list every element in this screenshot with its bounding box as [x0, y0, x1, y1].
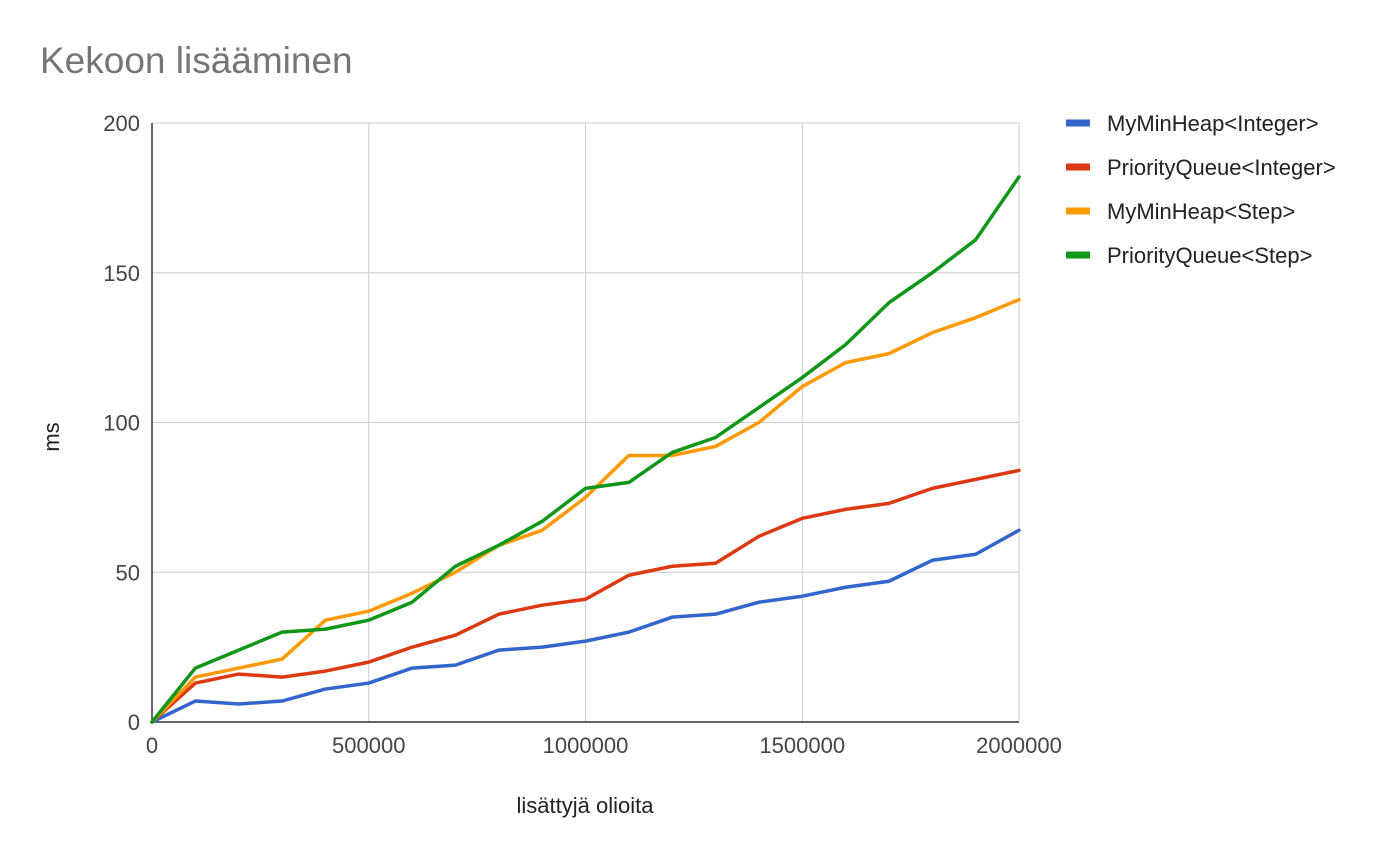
- series-line-4: [150, 175, 1021, 724]
- x-tick-label: 500000: [332, 733, 405, 758]
- x-tick-label: 0: [146, 733, 158, 758]
- chart-title: Kekoon lisääminen: [40, 40, 353, 81]
- series-lines: [150, 175, 1021, 724]
- legend: MyMinHeap<Integer> PriorityQueue<Integer>…: [1066, 111, 1336, 268]
- legend-item-4: PriorityQueue<Step>: [1066, 243, 1312, 268]
- tick-labels: 0 50 100 150 200 0 500000 1000000 1500000 2000000: [103, 111, 1062, 758]
- x-tick-label: 1000000: [543, 733, 629, 758]
- y-tick-label: 0: [128, 710, 140, 735]
- legend-label: MyMinHeap<Step>: [1107, 199, 1295, 224]
- legend-item-3: MyMinHeap<Step>: [1066, 199, 1295, 224]
- x-tick-label: 2000000: [976, 733, 1062, 758]
- x-tick-label: 1500000: [759, 733, 845, 758]
- y-axis-title: ms: [39, 422, 64, 451]
- x-axis-title: lisättyjä olioita: [517, 793, 655, 818]
- series-line-2: [150, 468, 1021, 724]
- legend-label: MyMinHeap<Integer>: [1107, 111, 1319, 136]
- legend-label: PriorityQueue<Integer>: [1107, 155, 1336, 180]
- legend-item-2: PriorityQueue<Integer>: [1066, 155, 1336, 180]
- series-line-1: [150, 528, 1021, 724]
- legend-label: PriorityQueue<Step>: [1107, 243, 1312, 268]
- y-tick-label: 50: [116, 560, 140, 585]
- axes: [151, 123, 1019, 723]
- y-tick-label: 100: [103, 411, 140, 436]
- y-tick-label: 200: [103, 111, 140, 136]
- legend-item-1: MyMinHeap<Integer>: [1066, 111, 1319, 136]
- y-tick-label: 150: [103, 261, 140, 286]
- gridlines: [152, 122, 1020, 722]
- series-line-3: [150, 297, 1021, 724]
